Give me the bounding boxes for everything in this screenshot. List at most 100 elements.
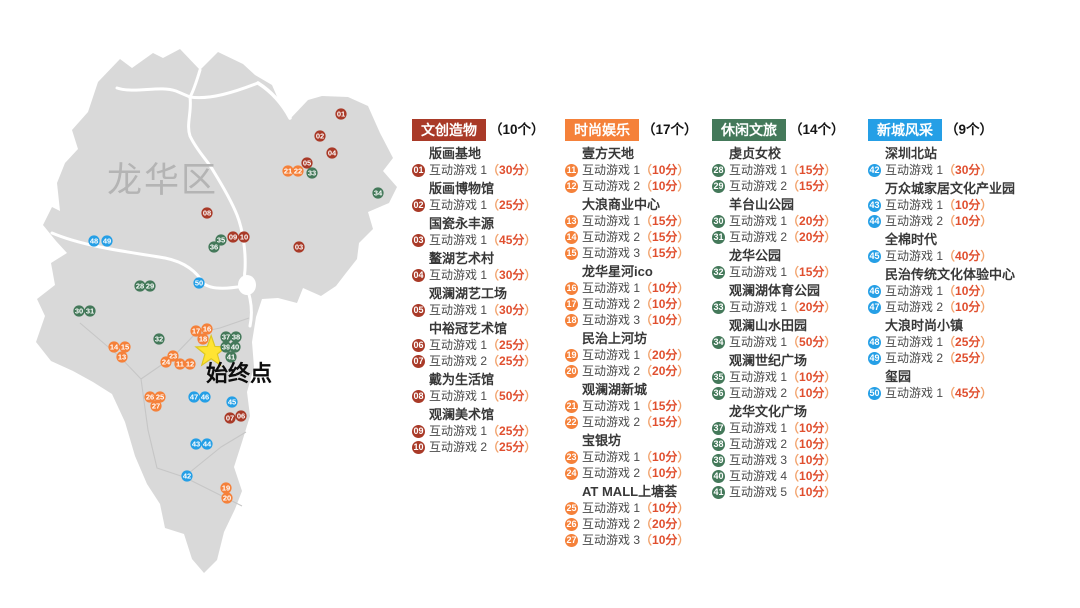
game-label: 互动游戏 3	[729, 453, 788, 467]
map-marker-44[interactable]: 44	[201, 438, 213, 450]
map-marker-30[interactable]: 30	[73, 305, 85, 317]
map-marker-49[interactable]: 49	[101, 235, 113, 247]
map-marker-24[interactable]: 24	[160, 356, 172, 368]
map-marker-17[interactable]: 17	[190, 325, 202, 337]
map-marker-circle[interactable]	[335, 108, 347, 120]
map-marker-14[interactable]: 14	[108, 341, 120, 353]
map-marker-circle[interactable]	[226, 396, 238, 408]
map-marker-circle[interactable]	[199, 391, 211, 403]
map-marker-circle[interactable]	[224, 412, 236, 424]
map-marker-18[interactable]: 18	[197, 333, 209, 345]
map-marker-39[interactable]: 39	[220, 341, 232, 353]
map-marker-circle[interactable]	[134, 280, 146, 292]
map-marker-11[interactable]: 11	[174, 358, 186, 370]
map-marker-circle[interactable]	[293, 241, 305, 253]
map-marker-circle[interactable]	[197, 333, 209, 345]
map-marker-circle[interactable]	[144, 391, 156, 403]
map-marker-08[interactable]: 08	[201, 207, 213, 219]
map-marker-06[interactable]: 06	[235, 410, 247, 422]
map-marker-circle[interactable]	[150, 400, 162, 412]
map-marker-circle[interactable]	[119, 341, 131, 353]
map-marker-13[interactable]: 13	[116, 351, 128, 363]
map-marker-circle[interactable]	[230, 331, 242, 343]
map-marker-41[interactable]: 41	[225, 351, 237, 363]
map-marker-01[interactable]: 01	[335, 108, 347, 120]
map-marker-03[interactable]: 03	[293, 241, 305, 253]
map-marker-circle[interactable]	[215, 234, 227, 246]
map-marker-circle[interactable]	[220, 341, 232, 353]
map-marker-47[interactable]: 47	[188, 391, 200, 403]
map-marker-circle[interactable]	[88, 235, 100, 247]
map-marker-04[interactable]: 04	[326, 147, 338, 159]
map-marker-circle[interactable]	[188, 391, 200, 403]
map-marker-circle[interactable]	[84, 305, 96, 317]
map-marker-09[interactable]: 09	[227, 231, 239, 243]
map-marker-circle[interactable]	[282, 165, 294, 177]
map-marker-circle[interactable]	[314, 130, 326, 142]
map-marker-circle[interactable]	[292, 165, 304, 177]
map-marker-16[interactable]: 16	[201, 323, 213, 335]
map-marker-02[interactable]: 02	[314, 130, 326, 142]
map-marker-22[interactable]: 22	[292, 165, 304, 177]
map-marker-37[interactable]: 37	[220, 331, 232, 343]
map-marker-38[interactable]: 38	[230, 331, 242, 343]
map-marker-circle[interactable]	[108, 341, 120, 353]
map-marker-circle[interactable]	[153, 333, 165, 345]
map-marker-circle[interactable]	[144, 280, 156, 292]
map-marker-circle[interactable]	[306, 167, 318, 179]
map-marker-48[interactable]: 48	[88, 235, 100, 247]
map-marker-circle[interactable]	[73, 305, 85, 317]
map-marker-circle[interactable]	[235, 410, 247, 422]
map-marker-25[interactable]: 25	[154, 391, 166, 403]
map-marker-46[interactable]: 46	[199, 391, 211, 403]
map-marker-circle[interactable]	[301, 157, 313, 169]
map-marker-circle[interactable]	[225, 351, 237, 363]
map-marker-43[interactable]: 43	[190, 438, 202, 450]
map-marker-50[interactable]: 50	[193, 277, 205, 289]
map-marker-circle[interactable]	[326, 147, 338, 159]
map-marker-28[interactable]: 28	[134, 280, 146, 292]
map-marker-circle[interactable]	[238, 231, 250, 243]
map-marker-circle[interactable]	[101, 235, 113, 247]
map-marker-circle[interactable]	[190, 325, 202, 337]
map-marker-26[interactable]: 26	[144, 391, 156, 403]
map-marker-21[interactable]: 21	[282, 165, 294, 177]
map-marker-36[interactable]: 36	[208, 241, 220, 253]
map-marker-circle[interactable]	[116, 351, 128, 363]
map-marker-07[interactable]: 07	[224, 412, 236, 424]
map-marker-31[interactable]: 31	[84, 305, 96, 317]
map-marker-34[interactable]: 34	[372, 187, 384, 199]
map-marker-32[interactable]: 32	[153, 333, 165, 345]
map-marker-45[interactable]: 45	[226, 396, 238, 408]
map-marker-circle[interactable]	[201, 438, 213, 450]
map-marker-circle[interactable]	[208, 241, 220, 253]
map-marker-circle[interactable]	[227, 231, 239, 243]
map-marker-42[interactable]: 42	[181, 470, 193, 482]
map-marker-05[interactable]: 05	[301, 157, 313, 169]
map-marker-35[interactable]: 35	[215, 234, 227, 246]
map-marker-circle[interactable]	[154, 391, 166, 403]
map-marker-circle[interactable]	[372, 187, 384, 199]
map-marker-29[interactable]: 29	[144, 280, 156, 292]
map-marker-circle[interactable]	[229, 341, 241, 353]
map-marker-circle[interactable]	[190, 438, 202, 450]
map-marker-19[interactable]: 19	[220, 482, 232, 494]
map-marker-12[interactable]: 12	[184, 358, 196, 370]
map-marker-27[interactable]: 27	[150, 400, 162, 412]
map-marker-10[interactable]: 10	[238, 231, 250, 243]
map-marker-circle[interactable]	[193, 277, 205, 289]
map-marker-circle[interactable]	[201, 207, 213, 219]
map-marker-40[interactable]: 40	[229, 341, 241, 353]
map-marker-33[interactable]: 33	[306, 167, 318, 179]
map-marker-circle[interactable]	[221, 492, 233, 504]
map-marker-circle[interactable]	[181, 470, 193, 482]
game-duration: 10分	[799, 370, 825, 384]
map-marker-circle[interactable]	[220, 482, 232, 494]
map-marker-circle[interactable]	[174, 358, 186, 370]
map-marker-circle[interactable]	[184, 358, 196, 370]
map-marker-circle[interactable]	[160, 356, 172, 368]
map-marker-15[interactable]: 15	[119, 341, 131, 353]
map-marker-circle[interactable]	[220, 331, 232, 343]
map-marker-20[interactable]: 20	[221, 492, 233, 504]
map-marker-circle[interactable]	[201, 323, 213, 335]
